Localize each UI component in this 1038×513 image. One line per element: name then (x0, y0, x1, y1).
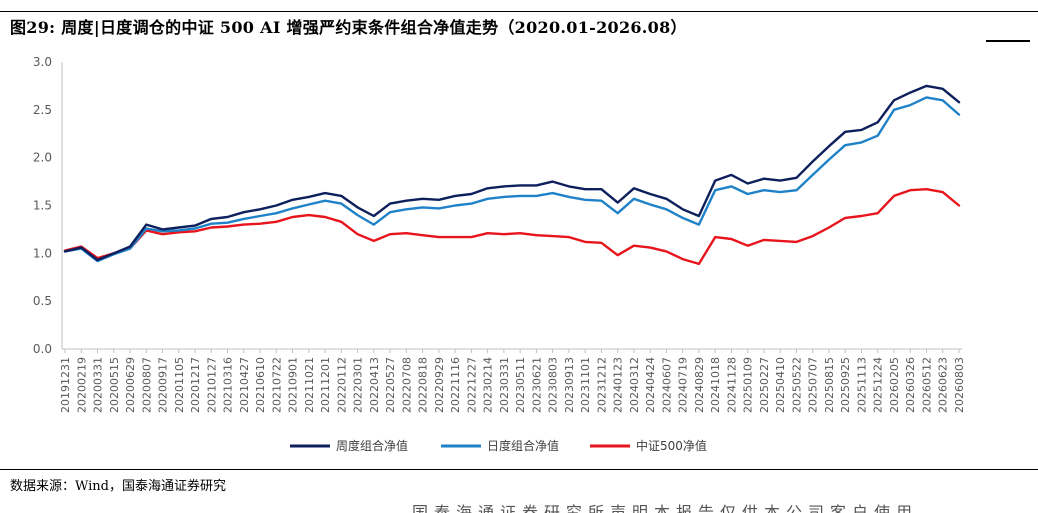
x-tick-label: 20250925 (839, 357, 852, 413)
x-tick-label: 20260326 (904, 357, 917, 413)
series-line-0 (63, 84, 961, 262)
x-tick-label: 20211021 (303, 357, 316, 413)
x-tick-label: 20230331 (498, 357, 511, 413)
x-tick-label: 20191231 (59, 357, 72, 413)
x-tick-label: 20240829 (693, 357, 706, 413)
x-tick-label: 20220929 (433, 357, 446, 413)
y-tick-label: 3.0 (33, 55, 52, 69)
x-tick-label: 20260803 (953, 357, 966, 413)
x-tick-label: 20201217 (189, 357, 202, 413)
source-note: 数据来源：Wind，国泰海通证券研究 (10, 479, 226, 494)
legend-label: 中证500净值 (636, 438, 707, 453)
x-tick-label: 20200917 (157, 357, 170, 413)
x-tick-label: 20210610 (254, 357, 267, 413)
x-tick-label: 20211201 (319, 357, 332, 413)
x-axis: 20191231 20200219 20200331 20200515 20200629… (59, 348, 966, 413)
y-tick-label: 0.0 (33, 342, 52, 356)
x-tick-label: 20231212 (595, 357, 608, 413)
x-tick-label: 20240607 (660, 357, 673, 413)
x-tick-label: 20250410 (774, 357, 787, 413)
x-tick-label: 20240123 (612, 357, 625, 413)
x-tick-label: 20200219 (75, 357, 88, 413)
x-tick-label: 20260205 (888, 357, 901, 413)
x-tick-label: 20210722 (270, 357, 283, 413)
x-tick-label: 20250109 (742, 357, 755, 413)
x-tick-label: 20200629 (124, 357, 137, 413)
cutoff-text: 国泰海通证券研究所声明本报告仅供本公司客户使用 (412, 503, 919, 513)
footer-cutoff-text: 国泰海通证券研究所声明本报告仅供本公司客户使用 (412, 497, 972, 513)
line-chart: 0.00.51.01.52.02.53.0 20191231 20200219 20… (33, 55, 966, 453)
x-tick-label: 20231101 (579, 357, 592, 413)
x-tick-label: 20240424 (644, 357, 657, 413)
legend: 周度组合净值 日度组合净值 中证500净值 (290, 438, 707, 453)
bottom-rule (0, 469, 1038, 470)
x-tick-label: 20230913 (563, 357, 576, 413)
x-tick-label: 20221116 (449, 357, 462, 413)
x-tick-label: 20220112 (335, 357, 348, 413)
x-tick-label: 20210427 (238, 357, 251, 413)
x-tick-label: 20240312 (628, 357, 641, 413)
x-tick-label: 20220708 (400, 357, 413, 413)
x-tick-label: 20241018 (709, 357, 722, 413)
y-tick-label: 2.5 (33, 103, 52, 117)
x-tick-label: 20221227 (465, 357, 478, 413)
figure-title: 图29: 周度|日度调仓的中证 500 AI 增强严约束条件组合净值走势（202… (10, 18, 687, 37)
x-tick-label: 20250815 (823, 357, 836, 413)
x-tick-label: 20250707 (807, 357, 820, 413)
x-tick-label: 20241128 (725, 357, 738, 413)
x-tick-label: 20200807 (140, 357, 153, 413)
x-tick-label: 20230803 (547, 357, 560, 413)
x-tick-label: 20260512 (920, 357, 933, 413)
x-tick-label: 20250227 (758, 357, 771, 413)
x-tick-label: 20240719 (677, 357, 690, 413)
legend-label: 周度组合净值 (336, 438, 408, 453)
x-tick-label: 20210127 (205, 357, 218, 413)
x-tick-label: 20201105 (173, 357, 186, 413)
x-tick-label: 20200515 (108, 357, 121, 413)
x-tick-label: 20220527 (384, 357, 397, 413)
x-tick-label: 20210316 (222, 357, 235, 413)
y-tick-label: 2.0 (33, 151, 52, 165)
series-lines (63, 84, 961, 266)
y-tick-label: 1.5 (33, 199, 52, 213)
x-tick-label: 20230214 (482, 357, 495, 413)
x-tick-label: 20220301 (352, 357, 365, 413)
x-tick-label: 20230511 (514, 357, 527, 413)
x-tick-label: 20230621 (530, 357, 543, 413)
x-tick-label: 20251113 (855, 357, 868, 413)
series-line-2 (63, 187, 961, 266)
x-tick-label: 20251224 (872, 357, 885, 413)
legend-label: 日度组合净值 (487, 438, 559, 453)
x-tick-label: 20220818 (417, 357, 430, 413)
x-tick-label: 20200331 (92, 357, 105, 413)
y-tick-label: 0.5 (33, 294, 52, 308)
x-tick-label: 20260623 (937, 357, 950, 413)
top-rule (0, 11, 1038, 12)
x-tick-label: 20210901 (287, 357, 300, 413)
series-line-1 (63, 96, 961, 263)
y-tick-label: 1.0 (33, 246, 52, 260)
x-tick-label: 20220413 (368, 357, 381, 413)
title-rule (986, 40, 1030, 42)
y-axis: 0.0 0.5 1.0 1.5 2.0 2.5 3.0 (33, 55, 63, 356)
x-tick-label: 20250522 (790, 357, 803, 413)
